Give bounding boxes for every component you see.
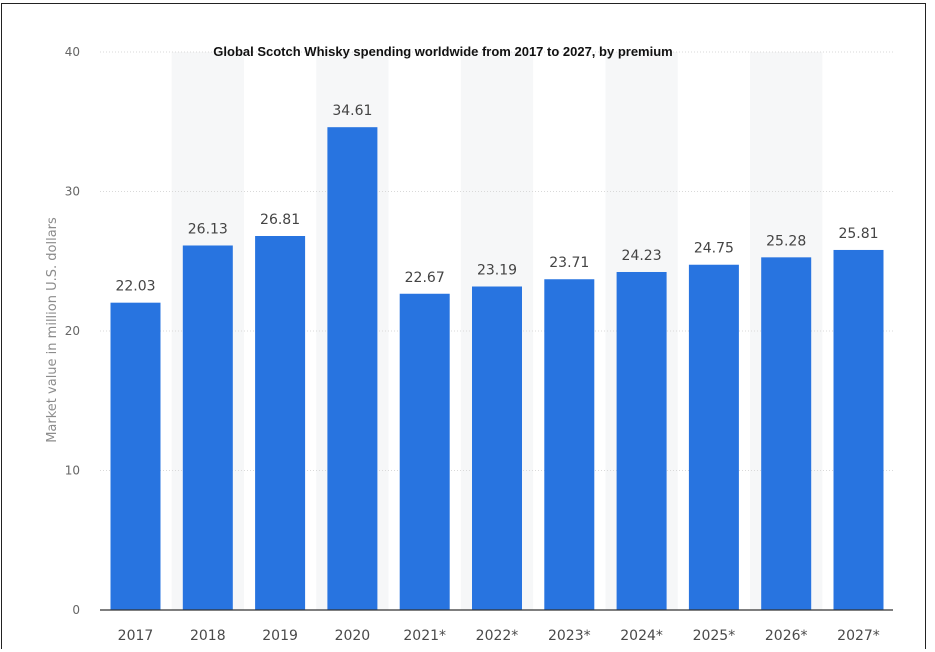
data-label: 22.67 <box>405 270 445 286</box>
bar <box>399 293 450 610</box>
y-tick-label: 30 <box>65 185 80 199</box>
x-tick-label: 2020 <box>335 628 371 644</box>
bar <box>472 286 522 610</box>
y-axis-title: Market value in million U.S. dollars <box>45 217 60 443</box>
bar <box>544 279 595 610</box>
x-tick-label: 2025* <box>693 628 736 644</box>
data-label: 34.61 <box>332 103 372 119</box>
x-tick-label: 2018 <box>190 628 226 644</box>
data-label: 22.03 <box>115 279 155 295</box>
bar <box>616 271 667 610</box>
bar <box>255 236 306 611</box>
x-tick-label: 2021* <box>403 628 446 644</box>
chart-title: Global Scotch Whisky spending worldwide … <box>213 44 672 59</box>
data-label: 26.13 <box>188 221 228 237</box>
y-tick-label: 10 <box>65 464 80 478</box>
data-label: 24.23 <box>622 248 662 264</box>
x-tick-label: 2019 <box>262 628 298 644</box>
bar <box>761 257 812 610</box>
data-labels: 22.03 26.13 26.81 34.61 22.67 23.19 23.71 24.23… <box>115 103 878 294</box>
y-axis-ticks: 0 10 20 30 40 <box>65 45 80 617</box>
data-label: 25.28 <box>766 233 806 249</box>
x-tick-label: 2022* <box>476 628 519 644</box>
x-tick-label: 2017 <box>118 628 154 644</box>
bar <box>182 245 233 610</box>
x-tick-label: 2027* <box>837 628 880 644</box>
bar <box>688 264 739 610</box>
x-tick-label: 2026* <box>765 628 808 644</box>
data-label: 26.81 <box>260 212 300 228</box>
data-label: 25.81 <box>838 226 878 242</box>
bars <box>110 127 884 611</box>
y-tick-label: 40 <box>65 45 80 59</box>
bar <box>110 302 161 610</box>
bar <box>833 249 884 610</box>
x-axis-ticks: 2017 2018 2019 2020 2021* 2022* 2023* 2024* 2025… <box>118 628 880 644</box>
y-tick-label: 20 <box>65 324 80 338</box>
data-label: 24.75 <box>694 241 734 257</box>
data-label: 23.19 <box>477 262 517 278</box>
x-tick-label: 2023* <box>548 628 591 644</box>
data-label: 23.71 <box>549 255 589 271</box>
y-tick-label: 0 <box>72 603 80 617</box>
bar <box>327 127 378 611</box>
x-tick-label: 2024* <box>620 628 663 644</box>
